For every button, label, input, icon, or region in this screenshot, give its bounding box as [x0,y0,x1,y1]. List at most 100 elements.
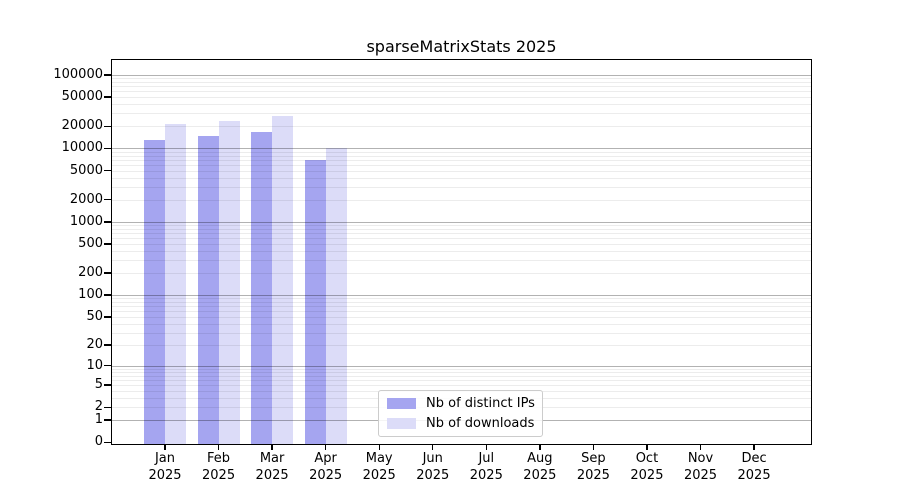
gridline-minor [112,311,811,313]
x-tick-mark [378,444,380,450]
bar-distinct-ips [144,139,165,444]
bar-distinct-ips [197,136,219,444]
y-tick-label: 20 [86,337,103,353]
x-tick-label: Mar 2025 [255,451,289,483]
x-tick-label: Apr 2025 [309,451,343,483]
gridline-minor [112,177,811,179]
gridline-minor [112,78,811,80]
y-tick-mark [104,221,111,223]
gridline-minor [112,316,811,318]
gridline-minor [112,159,811,161]
legend-swatch [387,398,416,409]
y-tick-mark [104,406,111,408]
gridline-minor [112,233,811,235]
chart-title: sparseMatrixStats 2025 [366,37,557,56]
gridline-minor [112,91,811,93]
legend-item: Nb of downloads [387,416,534,432]
legend-label: Nb of distinct IPs [426,395,535,411]
x-tick-label: Jun 2025 [416,451,450,483]
gridline-minor [112,332,811,334]
x-tick-mark [432,444,434,450]
x-tick-mark [699,444,702,450]
gridline-minor [112,238,811,240]
y-tick-mark [104,365,111,367]
gridline-minor [112,199,811,201]
y-tick-label: 5000 [69,162,103,178]
y-tick-mark [104,199,111,201]
y-tick-label: 10000 [61,140,103,156]
gridline-major [112,74,811,76]
x-tick-mark [324,444,327,450]
x-tick-label: Jul 2025 [469,451,503,483]
x-tick-mark [592,444,595,450]
y-tick-mark [104,384,111,386]
gridline-minor [112,225,811,227]
plot-area [111,59,812,445]
gridline-minor [112,186,811,188]
bar-downloads [325,147,347,444]
gridline-minor [112,113,811,115]
y-tick-label: 1000 [69,213,103,229]
x-tick-label: Dec 2025 [737,451,771,483]
y-tick-mark [104,96,111,98]
gridline-minor [112,155,811,157]
bar-downloads [272,116,294,444]
y-tick-label: 0 [94,434,103,450]
gridline-major [112,148,811,150]
gridline-minor [112,170,811,172]
y-tick-label: 50 [86,308,103,324]
x-tick-mark [217,444,220,450]
bar-downloads [218,121,240,444]
gridline-minor [112,82,811,84]
x-tick-mark [271,444,273,450]
y-tick-label: 5 [94,377,103,393]
bar-distinct-ips [251,132,273,444]
gridline-minor [112,228,811,230]
y-tick-label: 10 [86,357,103,373]
x-tick-label: Oct 2025 [630,451,664,483]
y-tick-mark [104,74,111,76]
legend-swatch [387,418,416,429]
y-tick-label: 2 [94,399,103,415]
legend: Nb of distinct IPs Nb of downloads [378,390,543,437]
x-tick-label: May 2025 [362,451,396,483]
gridline-minor [112,251,811,253]
x-tick-label: Sep 2025 [576,451,610,483]
legend-item: Nb of distinct IPs [387,395,535,412]
gridline-minor [112,345,811,347]
y-tick-mark [104,316,111,318]
y-tick-mark [104,419,111,421]
bar-distinct-ips [304,159,326,444]
x-tick-mark [164,444,166,450]
gridline-minor [112,243,811,245]
gridline-major [112,295,811,297]
x-tick-label: Nov 2025 [683,451,718,483]
x-tick-mark [539,444,541,450]
gridline-minor [112,368,811,370]
gridline-minor [112,260,811,262]
gridline-minor [112,372,811,374]
bar-downloads [165,124,186,444]
y-tick-mark [104,147,111,150]
y-tick-label: 1 [94,412,103,428]
y-tick-mark [104,125,111,128]
gridline-minor [112,86,811,88]
y-tick-mark [104,441,111,443]
gridline-minor [112,323,811,325]
gridline-minor [112,380,811,382]
gridline-minor [112,104,811,106]
y-tick-label: 20000 [61,118,103,134]
y-tick-mark [104,344,111,346]
y-tick-mark [104,272,111,274]
gridline-minor [112,151,811,153]
gridline-minor [112,302,811,304]
gridline-minor [112,306,811,308]
x-tick-label: Aug 2025 [523,451,557,483]
y-tick-label: 100000 [53,66,103,82]
y-tick-label: 50000 [61,89,103,105]
x-tick-mark [646,444,648,450]
gridline-minor [112,164,811,166]
x-tick-mark [753,444,755,450]
gridline-minor [112,273,811,275]
